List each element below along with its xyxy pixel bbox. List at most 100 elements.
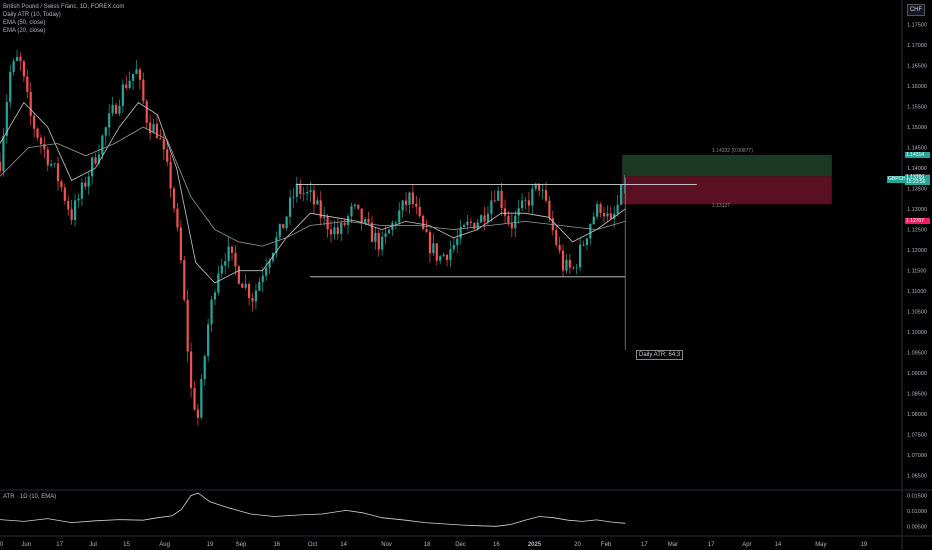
time-tick-label: Apr [742, 542, 751, 548]
candle-body [544, 190, 548, 201]
candle-body [428, 232, 432, 254]
atr-pane: 0.01500 0.01000 0.00500 [0, 492, 927, 530]
candle-body [452, 245, 455, 250]
candle-body [53, 163, 56, 165]
price-tick-label: 1.11500 [907, 269, 926, 275]
candle-body [19, 57, 22, 62]
candle-body [333, 227, 336, 235]
candle-body [186, 299, 189, 352]
candle-body [422, 215, 425, 230]
candle-body [87, 176, 90, 187]
candle-body [94, 157, 97, 164]
candle-body [247, 283, 251, 299]
candle-body [374, 232, 377, 242]
candle-body [2, 135, 5, 172]
candle-body [404, 200, 408, 205]
time-tick-label: 19 [207, 542, 214, 548]
candle-body [360, 208, 363, 224]
candle-body [172, 188, 176, 209]
candle-body [193, 387, 196, 410]
candle-body [568, 259, 571, 268]
time-tick-label: 14 [340, 542, 347, 548]
candle-body [415, 203, 418, 207]
price-axis[interactable]: 1.17500 1.17000 1.16500 1.16000 1.15500 1.150… [907, 23, 927, 480]
candle-body [411, 192, 414, 204]
candle-body [384, 233, 387, 237]
candle-body [364, 218, 367, 224]
candle-body [418, 206, 421, 216]
candle-body [155, 123, 159, 138]
candle-body [503, 208, 507, 216]
symbol-title[interactable]: British Pound / Swiss Franc, 1D, FOREX.c… [3, 4, 125, 10]
candle-body [114, 104, 118, 114]
candle-body [343, 222, 346, 226]
candle-body [486, 213, 490, 222]
candle-body [183, 260, 186, 300]
candle-body [70, 209, 73, 221]
time-axis[interactable]: 20Jun17Jul15Aug19Sep16Oct14Nov18Dec16202… [0, 542, 868, 548]
atr-pane-label[interactable]: ATR · 1D (10, EMA) [3, 494, 57, 500]
candle-body [210, 299, 213, 325]
candle-body [445, 254, 449, 260]
time-tick-label: Nov [381, 542, 392, 548]
candle-body [142, 79, 145, 102]
candle-body [5, 102, 8, 136]
price-tick-label: 1.06500 [907, 474, 927, 480]
price-tick-label: 1.14000 [907, 166, 927, 172]
price-tick-label: 1.14500 [907, 146, 927, 152]
candle-body [80, 182, 83, 199]
legend-ema50[interactable]: EMA (50, close) [3, 20, 46, 26]
candle-body [326, 216, 329, 230]
price-tick-label: 1.12500 [907, 228, 927, 234]
candle-body [548, 200, 551, 219]
candle-body [592, 216, 595, 225]
candle-body [483, 215, 486, 222]
time-tick-label: Sep [236, 542, 247, 548]
candle-body [456, 238, 459, 246]
candle-body [340, 222, 343, 234]
candle-body [268, 260, 271, 268]
candle-body [258, 281, 261, 291]
price-tick-label: 1.13500 [907, 187, 927, 193]
candle-body [435, 243, 438, 261]
candle-body [555, 230, 558, 245]
candle-body [101, 135, 104, 155]
candle-body [43, 144, 46, 150]
candle-body [196, 409, 200, 418]
price-tick-label: 1.16500 [907, 64, 927, 70]
candle-body [241, 283, 244, 288]
price-tag: 15:23:56 [905, 178, 930, 185]
time-tick-label: 15 [123, 542, 130, 548]
ema50-line [0, 126, 626, 247]
candle-body [336, 227, 339, 234]
candle-body [538, 183, 541, 191]
candle-body [524, 200, 527, 202]
target-zone [622, 155, 832, 177]
time-tick-label: 18 [424, 542, 431, 548]
candle-body [473, 222, 476, 229]
candle-body [561, 250, 565, 271]
chart-legend: British Pound / Swiss Franc, 1D, FOREX.c… [3, 3, 124, 35]
price-tag: 1.12707 [905, 218, 930, 225]
candle-body [596, 204, 599, 217]
candle-body [480, 215, 483, 223]
candle-body [514, 215, 517, 229]
symbol-price-tag: GBPCHF [887, 176, 910, 183]
candle-body [60, 181, 63, 188]
candle-body [527, 200, 531, 206]
currency-badge[interactable]: CHF [907, 4, 925, 16]
candle-body [302, 193, 305, 195]
candle-body [244, 283, 247, 288]
candle-body [149, 122, 152, 134]
candlesticks [0, 49, 626, 426]
candle-body [312, 190, 316, 205]
candle-body [619, 184, 623, 205]
price-tick-label: 1.15000 [907, 125, 927, 131]
candle-body [0, 161, 2, 172]
risk-reward-zones [622, 155, 832, 205]
legend-atr-indicator[interactable]: Daily ATR (10, Today) [3, 12, 61, 18]
time-tick-label: 17 [641, 542, 648, 548]
legend-ema20[interactable]: EMA (20, close) [3, 28, 46, 34]
candle-body [541, 190, 544, 191]
